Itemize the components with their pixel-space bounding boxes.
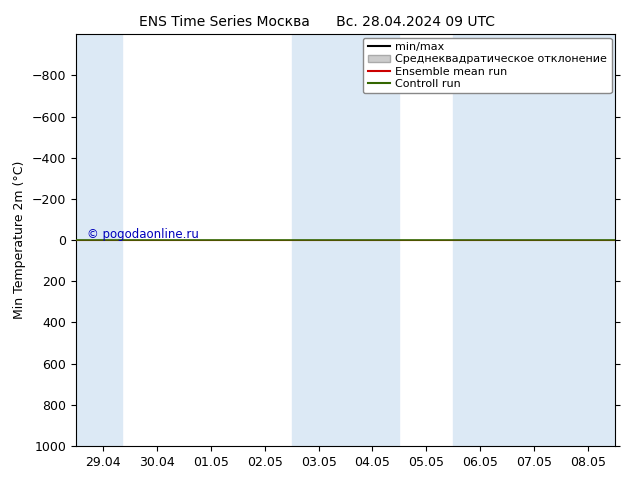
Bar xyxy=(292,34,399,446)
Legend: min/max, Среднеквадратическое отклонение, Ensemble mean run, Controll run: min/max, Среднеквадратическое отклонение… xyxy=(363,38,612,93)
Y-axis label: Min Temperature 2m (°C): Min Temperature 2m (°C) xyxy=(13,161,26,319)
Text: © pogodaonline.ru: © pogodaonline.ru xyxy=(87,228,198,241)
Text: ENS Time Series Москва      Вс. 28.04.2024 09 UTC: ENS Time Series Москва Вс. 28.04.2024 09… xyxy=(139,15,495,29)
Bar xyxy=(453,34,615,446)
Bar xyxy=(76,34,122,446)
